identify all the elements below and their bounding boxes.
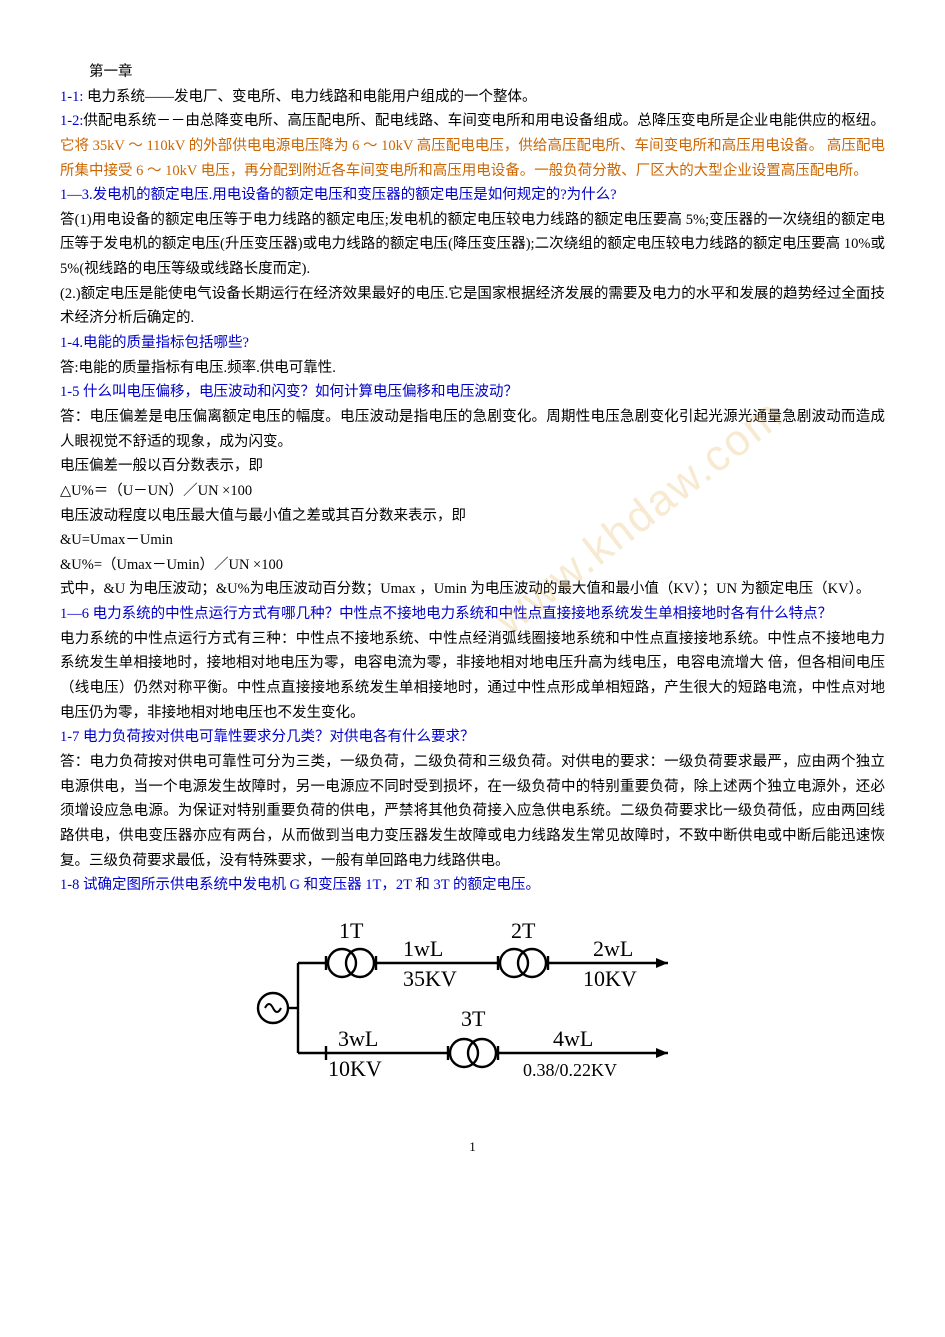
svg-text:0.38/0.22KV: 0.38/0.22KV [523,1060,617,1080]
item-1-3-answer-1: 答(1)用电设备的额定电压等于电力线路的额定电压;发电机的额定电压较电力线路的额… [60,208,885,282]
svg-text:3wL: 3wL [338,1026,378,1051]
item-1-6-answer: 电力系统的中性点运行方式有三种：中性点不接地系统、中性点经消弧线圈接地系统和中性… [60,627,885,726]
item-1-2-label: 1-2: [60,113,83,129]
circuit-svg: 1T 1wL 35KV 2T 2wL 10KV 3wL 10KV 3T 4wL 0.38/0.22K… [253,908,693,1098]
item-1-5-answer-1: 答：电压偏差是电压偏离额定电压的幅度。电压波动是指电压的急剧变化。周期性电压急剧… [60,405,885,454]
circuit-diagram: 1T 1wL 35KV 2T 2wL 10KV 3wL 10KV 3T 4wL 0.38/0.22K… [60,908,885,1107]
svg-text:4wL: 4wL [553,1026,593,1051]
item-1-6-question: 1—6 电力系统的中性点运行方式有哪几种？中性点不接地电力系统和中性点直接接地系… [60,602,885,627]
item-1-5-eq-1: △U%＝（U－UN）／UN ×100 [60,479,885,504]
svg-text:10KV: 10KV [328,1056,382,1081]
svg-text:35KV: 35KV [403,966,457,991]
item-1-2-text-b: 它将 35kV ～ 110kV 的外部供电电源电压降为 6 ～ 10kV 高压配… [60,138,885,179]
item-1-3-question: 1—3.发电机的额定电压.用电设备的额定电压和变压器的额定电压是如何规定的?为什… [60,183,885,208]
item-1-5-answer-4: 式中，&U 为电压波动；&U%为电压波动百分数；Umax ，Umin 为电压波动… [60,577,885,602]
item-1-5-eq-3: &U%=（Umax－Umin）／UN ×100 [60,553,885,578]
page-number: 1 [60,1136,885,1158]
item-1-2-text-a: 供配电系统－－由总降变电所、高压配电所、配电线路、车间变电所和用电设备组成。总降… [83,113,885,129]
item-1-2: 1-2:供配电系统－－由总降变电所、高压配电所、配电线路、车间变电所和用电设备组… [60,109,885,183]
svg-text:3T: 3T [461,1006,486,1031]
svg-text:1wL: 1wL [403,936,443,961]
svg-text:1T: 1T [339,918,364,943]
item-1-4-answer: 答:电能的质量指标有电压.频率.供电可靠性. [60,356,885,381]
item-1-5-answer-3: 电压波动程度以电压最大值与最小值之差或其百分数来表示，即 [60,504,885,529]
svg-text:10KV: 10KV [583,966,637,991]
item-1-1-label: 1-1: [60,89,83,105]
item-1-8-question: 1-8 试确定图所示供电系统中发电机 G 和变压器 1T，2T 和 3T 的额定… [60,873,885,898]
item-1-1-text: 电力系统——发电厂、变电所、电力线路和电能用户组成的一个整体。 [83,89,536,105]
item-1-7-answer: 答：电力负荷按对供电可靠性可分为三类，一级负荷，二级负荷和三级负荷。对供电的要求… [60,750,885,873]
item-1-5-eq-2: &U=Umax－Umin [60,528,885,553]
svg-text:2T: 2T [511,918,536,943]
item-1-7-question: 1-7 电力负荷按对供电可靠性要求分几类？对供电各有什么要求？ [60,725,885,750]
item-1-5-question: 1-5 什么叫电压偏移，电压波动和闪变？如何计算电压偏移和电压波动？ [60,380,885,405]
svg-text:2wL: 2wL [593,936,633,961]
item-1-5-answer-2: 电压偏差一般以百分数表示，即 [60,454,885,479]
chapter-title: 第一章 [60,60,885,85]
item-1-1: 1-1: 电力系统——发电厂、变电所、电力线路和电能用户组成的一个整体。 [60,85,885,110]
item-1-3-answer-2: (2.)额定电压是能使电气设备长期运行在经济效果最好的电压.它是国家根据经济发展… [60,282,885,331]
item-1-4-question: 1-4.电能的质量指标包括哪些? [60,331,885,356]
